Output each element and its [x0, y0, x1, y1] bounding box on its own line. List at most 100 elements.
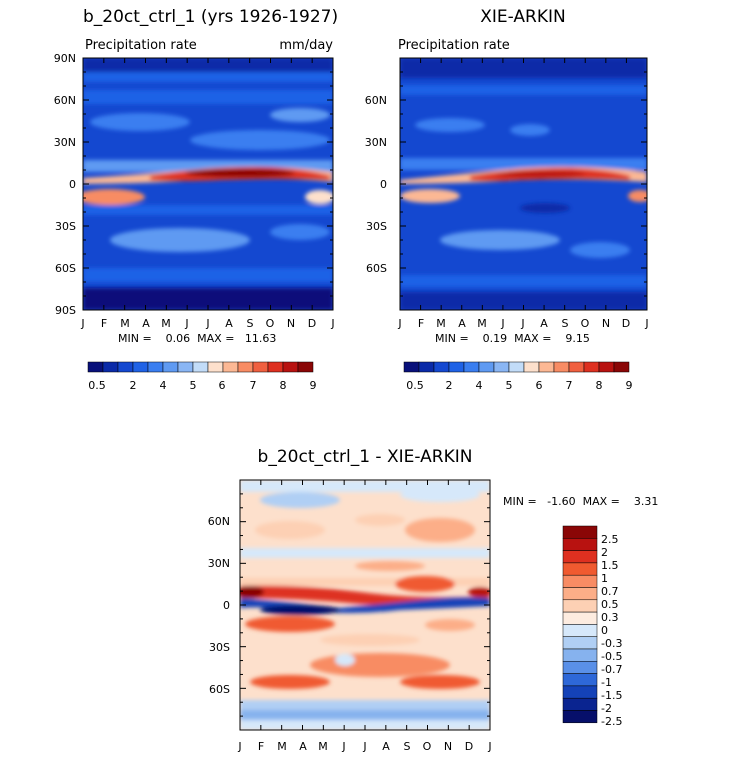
colorbar-swatch — [613, 361, 630, 373]
y-tick: 30S — [366, 220, 387, 233]
colorbar-swatch — [448, 361, 465, 373]
panel-obs-colorbar: 0.5 2 4 5 6 7 8 9 — [403, 361, 633, 392]
colorbar-label: 1.5 — [601, 559, 619, 572]
panel-model-title: b_20ct_ctrl_1 (yrs 1926-1927) — [83, 7, 338, 27]
x-tick: D — [622, 317, 630, 330]
colorbar-swatch — [562, 685, 598, 699]
colorbar-swatch — [222, 361, 239, 373]
colorbar-swatch — [568, 361, 585, 373]
colorbar-swatch — [562, 648, 598, 662]
colorbar-label: 9 — [310, 379, 317, 392]
y-tick: 60S — [366, 262, 387, 275]
colorbar-label: 5 — [190, 379, 197, 392]
x-tick: A — [382, 740, 390, 753]
panel-model-subtitle-right: mm/day — [279, 38, 333, 53]
colorbar-label: 0.5 — [88, 379, 106, 392]
panel-obs-minmax: MIN = 0.19 MAX = 9.15 — [435, 332, 590, 345]
panel-diff: b_20ct_ctrl_1 - XIE-ARKIN — [208, 447, 659, 753]
panel-model-colorbar: 0.5 2 4 5 6 7 8 9 — [87, 361, 317, 392]
panel-model-yticks: 90N 60N 30N 0 30S 60S 90S — [54, 52, 76, 317]
x-tick: F — [258, 740, 264, 753]
colorbar-swatch — [562, 574, 598, 588]
x-tick: N — [602, 317, 610, 330]
x-tick: J — [341, 740, 345, 753]
colorbar-swatch — [177, 361, 194, 373]
colorbar-swatch — [162, 361, 179, 373]
x-tick: O — [423, 740, 432, 753]
x-tick: J — [205, 317, 209, 330]
panel-model-xticks: J F M A M J J A S O N D J — [80, 317, 334, 330]
colorbar-label: 2 — [130, 379, 137, 392]
y-tick: 60S — [55, 262, 76, 275]
colorbar-label: 0.5 — [601, 598, 619, 611]
x-tick: A — [540, 317, 548, 330]
colorbar-swatch — [463, 361, 480, 373]
colorbar-swatch — [562, 599, 598, 613]
y-tick: 0 — [380, 178, 387, 191]
panel-diff-field — [240, 480, 490, 730]
y-tick: 0 — [69, 178, 76, 191]
colorbar-label: 2 — [601, 546, 608, 559]
colorbar-swatch — [282, 361, 299, 373]
x-tick: M — [120, 317, 130, 330]
panel-model-subtitle-left: Precipitation rate — [85, 38, 197, 53]
x-tick: J — [362, 740, 366, 753]
panel-diff-colorbar: 2.5 2 1.5 1 0.7 0.5 0.3 0 -0.3 -0.5 -0.7… — [562, 525, 622, 728]
colorbar-label: -0.3 — [601, 637, 622, 650]
y-tick: 90N — [54, 52, 76, 65]
x-tick: D — [308, 317, 316, 330]
y-tick: 0 — [223, 599, 230, 612]
x-tick: M — [318, 740, 328, 753]
x-tick: J — [397, 317, 401, 330]
x-tick: M — [477, 317, 487, 330]
colorbar-label: 7 — [566, 379, 573, 392]
colorbar-label: 0.3 — [601, 611, 619, 624]
colorbar-swatch — [562, 624, 598, 637]
x-tick: J — [644, 317, 648, 330]
x-tick: O — [266, 317, 275, 330]
x-tick: M — [436, 317, 446, 330]
panel-obs-subtitle-left: Precipitation rate — [398, 38, 510, 53]
x-tick: J — [237, 740, 241, 753]
colorbar-swatch — [562, 710, 598, 724]
colorbar-swatch — [538, 361, 555, 373]
x-tick: A — [458, 317, 466, 330]
colorbar-swatch — [562, 587, 598, 601]
colorbar-label: 2.5 — [601, 533, 619, 546]
x-tick: A — [142, 317, 150, 330]
colorbar-swatch — [562, 538, 598, 551]
colorbar-label: 9 — [626, 379, 633, 392]
colorbar-label: 6 — [536, 379, 543, 392]
colorbar-label: -1.5 — [601, 689, 622, 702]
x-tick: S — [404, 740, 411, 753]
colorbar-swatch — [562, 562, 598, 576]
panel-model-field — [83, 58, 333, 310]
panel-obs-xticks: J F M A M J J A S O N D J — [397, 317, 648, 330]
panel-diff-minmax: MIN = -1.60 MAX = 3.31 — [503, 495, 658, 508]
y-tick: 60N — [365, 94, 387, 107]
panel-obs: XIE-ARKIN Precipitation rate — [365, 7, 649, 392]
colorbar-label: 0.7 — [601, 585, 619, 598]
x-tick: A — [299, 740, 307, 753]
colorbar-label: 0 — [601, 624, 608, 637]
colorbar-swatch — [562, 525, 598, 539]
x-tick: O — [581, 317, 590, 330]
y-tick: 90S — [55, 304, 76, 317]
colorbar-swatch — [237, 361, 254, 373]
x-tick: J — [80, 317, 84, 330]
colorbar-swatch — [147, 361, 164, 373]
x-tick: J — [520, 317, 524, 330]
colorbar-swatch — [478, 361, 495, 373]
colorbar-label: 5 — [506, 379, 513, 392]
x-tick: J — [330, 317, 334, 330]
y-tick: 30N — [365, 136, 387, 149]
x-tick: A — [225, 317, 233, 330]
x-tick: N — [287, 317, 295, 330]
x-tick: J — [500, 317, 504, 330]
x-tick: S — [562, 317, 569, 330]
x-tick: J — [184, 317, 188, 330]
y-tick: 30S — [55, 220, 76, 233]
colorbar-label: -1 — [601, 676, 612, 689]
x-tick: J — [487, 740, 491, 753]
